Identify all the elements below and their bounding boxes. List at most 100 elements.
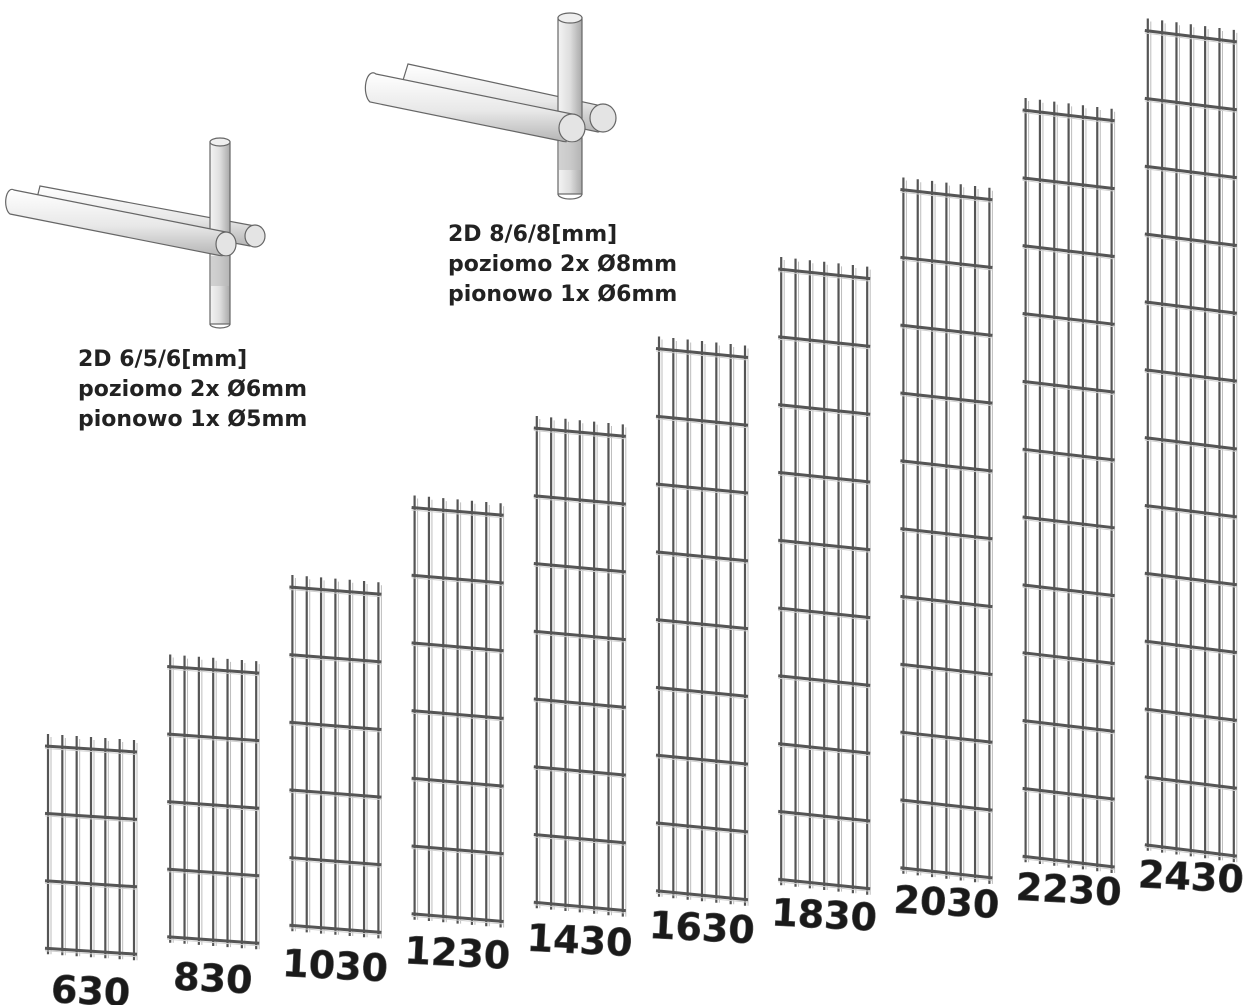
panel-height-label: 630: [50, 967, 132, 1005]
horizontal-rail-shade: [1144, 778, 1237, 792]
panel-height-label: 1030: [281, 941, 389, 990]
horizontal-rail-shade: [533, 700, 626, 711]
horizontal-rail-shade: [655, 350, 749, 361]
horizontal-rail-shade: [533, 430, 626, 440]
horizontal-rail-shade: [411, 577, 504, 586]
horizontal-rail-shade: [411, 509, 504, 519]
horizontal-rail-shade: [900, 734, 993, 746]
horizontal-rail-shade: [778, 813, 871, 824]
horizontal-rail-shade: [1022, 586, 1115, 599]
horizontal-rail: [1022, 108, 1115, 123]
horizontal-rail-shade: [1022, 451, 1115, 463]
horizontal-rail-shade: [167, 871, 260, 879]
panel-label-group: 630 830 1030 1230 1430 1630 1830 2030 2230 2430: [50, 852, 1246, 1005]
horizontal-rail: [167, 800, 260, 810]
panel-height-label: 830: [172, 954, 254, 1002]
horizontal-rail-shade: [1144, 439, 1237, 452]
horizontal-rail: [900, 323, 993, 337]
horizontal-rail-shade: [167, 803, 260, 812]
horizontal-rail-shade: [655, 486, 749, 497]
horizontal-rail: [778, 335, 871, 348]
mesh-panel: [900, 177, 993, 884]
horizontal-rail: [900, 798, 993, 812]
horizontal-rail: [900, 866, 993, 880]
horizontal-rail: [655, 482, 749, 495]
horizontal-rail: [533, 832, 626, 845]
horizontal-rail: [289, 585, 382, 596]
horizontal-rail: [289, 720, 382, 731]
horizontal-rail: [1144, 164, 1237, 180]
horizontal-rail: [778, 742, 871, 755]
horizontal-rail-shade: [655, 689, 749, 700]
horizontal-rail-shade: [778, 271, 871, 282]
wire-joint-small-icon: [5, 137, 266, 329]
spec-horizontal: poziomo 2x Ø6mm: [78, 377, 308, 402]
horizontal-rail-shade: [533, 633, 626, 643]
horizontal-rail-shade: [411, 644, 504, 654]
spec-block-6-5-6: 2D 6/5/6[mm] poziomo 2x Ø6mm pionowo 1x …: [78, 345, 307, 435]
horizontal-rail: [655, 550, 749, 563]
horizontal-rail: [900, 188, 993, 202]
horizontal-rail: [1022, 176, 1115, 191]
horizontal-rail: [167, 935, 260, 945]
mesh-panel: [411, 495, 505, 928]
horizontal-rail-shade: [1022, 858, 1115, 870]
horizontal-rail-shade: [1022, 179, 1115, 192]
horizontal-rail: [533, 697, 626, 709]
horizontal-rail: [411, 709, 504, 720]
horizontal-rail-shade: [1022, 112, 1115, 124]
horizontal-rail-shade: [1144, 643, 1237, 656]
horizontal-rail: [167, 732, 260, 743]
horizontal-rail-shade: [900, 327, 993, 339]
horizontal-rail: [167, 665, 260, 675]
horizontal-rail: [411, 776, 504, 788]
horizontal-rail-shade: [44, 815, 138, 823]
horizontal-rail: [533, 629, 626, 642]
horizontal-rail: [289, 788, 382, 799]
horizontal-rail-shade: [289, 791, 382, 801]
horizontal-rail-shade: [1022, 790, 1115, 803]
horizontal-rail: [900, 594, 993, 609]
horizontal-rail-shade: [1144, 236, 1237, 249]
horizontal-rail: [900, 255, 993, 270]
horizontal-rail: [1022, 379, 1115, 394]
spec-block-8-6-8: 2D 8/6/8[mm] poziomo 2x Ø8mm pionowo 1x …: [448, 220, 677, 310]
horizontal-rail-shade: [900, 666, 993, 678]
panel-height-label: 2430: [1137, 852, 1245, 901]
horizontal-rail-shade: [900, 530, 993, 542]
horizontal-rail-shade: [1144, 575, 1237, 588]
horizontal-rail-shade: [1022, 722, 1115, 735]
horizontal-rail: [1022, 854, 1115, 869]
horizontal-rail-shade: [167, 736, 260, 744]
horizontal-rail: [900, 459, 993, 473]
horizontal-rail-shade: [778, 881, 871, 892]
horizontal-rail-shade: [1144, 168, 1237, 181]
horizontal-rail-shade: [533, 836, 626, 846]
mesh-panel: [778, 257, 871, 895]
mesh-panel: [167, 654, 260, 950]
horizontal-rail: [1022, 583, 1115, 598]
horizontal-rail: [1144, 571, 1237, 587]
horizontal-rail: [44, 744, 138, 754]
horizontal-rail: [533, 494, 626, 506]
horizontal-rail: [289, 923, 382, 934]
horizontal-rail: [44, 946, 138, 956]
horizontal-rail-shade: [167, 938, 260, 947]
horizontal-rail: [1022, 244, 1115, 258]
horizontal-rail-shade: [411, 712, 504, 722]
horizontal-rail-shade: [655, 553, 749, 564]
horizontal-rail: [900, 730, 993, 744]
horizontal-rail-shade: [655, 418, 749, 429]
horizontal-rail: [1144, 96, 1237, 112]
horizontal-rail-shade: [1144, 846, 1237, 860]
horizontal-rail-shade: [778, 338, 871, 350]
horizontal-rail-shade: [778, 542, 871, 553]
horizontal-rail-shade: [533, 565, 626, 575]
horizontal-rail: [778, 606, 871, 620]
horizontal-rail-shade: [900, 394, 993, 407]
horizontal-rail-shade: [533, 768, 626, 779]
horizontal-rail: [1144, 232, 1237, 247]
horizontal-rail-shade: [533, 497, 626, 508]
horizontal-rail-shade: [900, 869, 993, 881]
horizontal-rail: [1144, 300, 1237, 315]
